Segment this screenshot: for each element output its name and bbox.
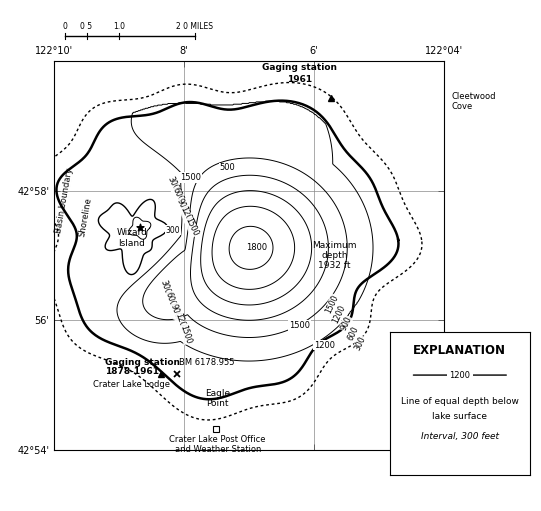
Text: 1500: 1500 — [183, 216, 200, 238]
Text: 300: 300 — [159, 279, 171, 296]
Text: 1500: 1500 — [289, 321, 310, 330]
Text: Crater Lake Lodge: Crater Lake Lodge — [93, 380, 170, 389]
Text: 1961: 1961 — [287, 75, 312, 84]
Text: 500: 500 — [220, 164, 235, 172]
Text: Basin boundary: Basin boundary — [54, 168, 74, 234]
Text: 900: 900 — [339, 315, 353, 332]
Text: 1500: 1500 — [180, 173, 201, 182]
Text: Shoreline: Shoreline — [77, 196, 93, 237]
Text: 600: 600 — [163, 291, 177, 308]
Text: 600: 600 — [170, 186, 184, 203]
Text: EXPLANATION: EXPLANATION — [413, 343, 506, 357]
Text: 300: 300 — [353, 335, 367, 352]
Text: 0 5: 0 5 — [81, 21, 93, 31]
Text: 1800: 1800 — [246, 243, 267, 252]
Text: 1500: 1500 — [178, 323, 193, 345]
Text: 1200: 1200 — [331, 304, 347, 324]
Polygon shape — [129, 217, 151, 239]
Text: 1200: 1200 — [173, 312, 188, 333]
Text: Maximum
depth
1932 ft: Maximum depth 1932 ft — [312, 241, 357, 270]
Text: 900: 900 — [175, 197, 189, 214]
Text: 900: 900 — [169, 303, 182, 319]
Text: Line of equal depth below: Line of equal depth below — [401, 397, 519, 406]
Text: Gaging station: Gaging station — [262, 63, 337, 73]
Text: 1200: 1200 — [179, 205, 195, 227]
Text: 2 0 MILES: 2 0 MILES — [176, 21, 213, 31]
Text: BM 6178.955: BM 6178.955 — [179, 358, 234, 366]
Text: 1200: 1200 — [450, 370, 470, 380]
Text: Crater Lake Post Office
and Weather Station: Crater Lake Post Office and Weather Stat… — [169, 435, 266, 454]
Polygon shape — [98, 199, 168, 274]
Text: Eagle
Point: Eagle Point — [205, 389, 230, 408]
Text: 0: 0 — [62, 21, 68, 31]
Text: Wizard
Island: Wizard Island — [116, 228, 148, 248]
Text: 1200: 1200 — [314, 341, 335, 350]
Text: lake surface: lake surface — [432, 412, 487, 421]
Text: Gaging station: Gaging station — [105, 358, 180, 366]
Text: 300: 300 — [166, 175, 180, 192]
Text: Interval, 300 feet: Interval, 300 feet — [421, 432, 499, 442]
Text: 1.0: 1.0 — [113, 21, 125, 31]
Text: 1878-1961: 1878-1961 — [105, 367, 159, 376]
Text: 300: 300 — [166, 226, 180, 235]
Text: Cleetwood
Cove: Cleetwood Cove — [451, 92, 496, 111]
Text: 1500: 1500 — [324, 293, 340, 315]
Text: 600: 600 — [346, 325, 360, 342]
